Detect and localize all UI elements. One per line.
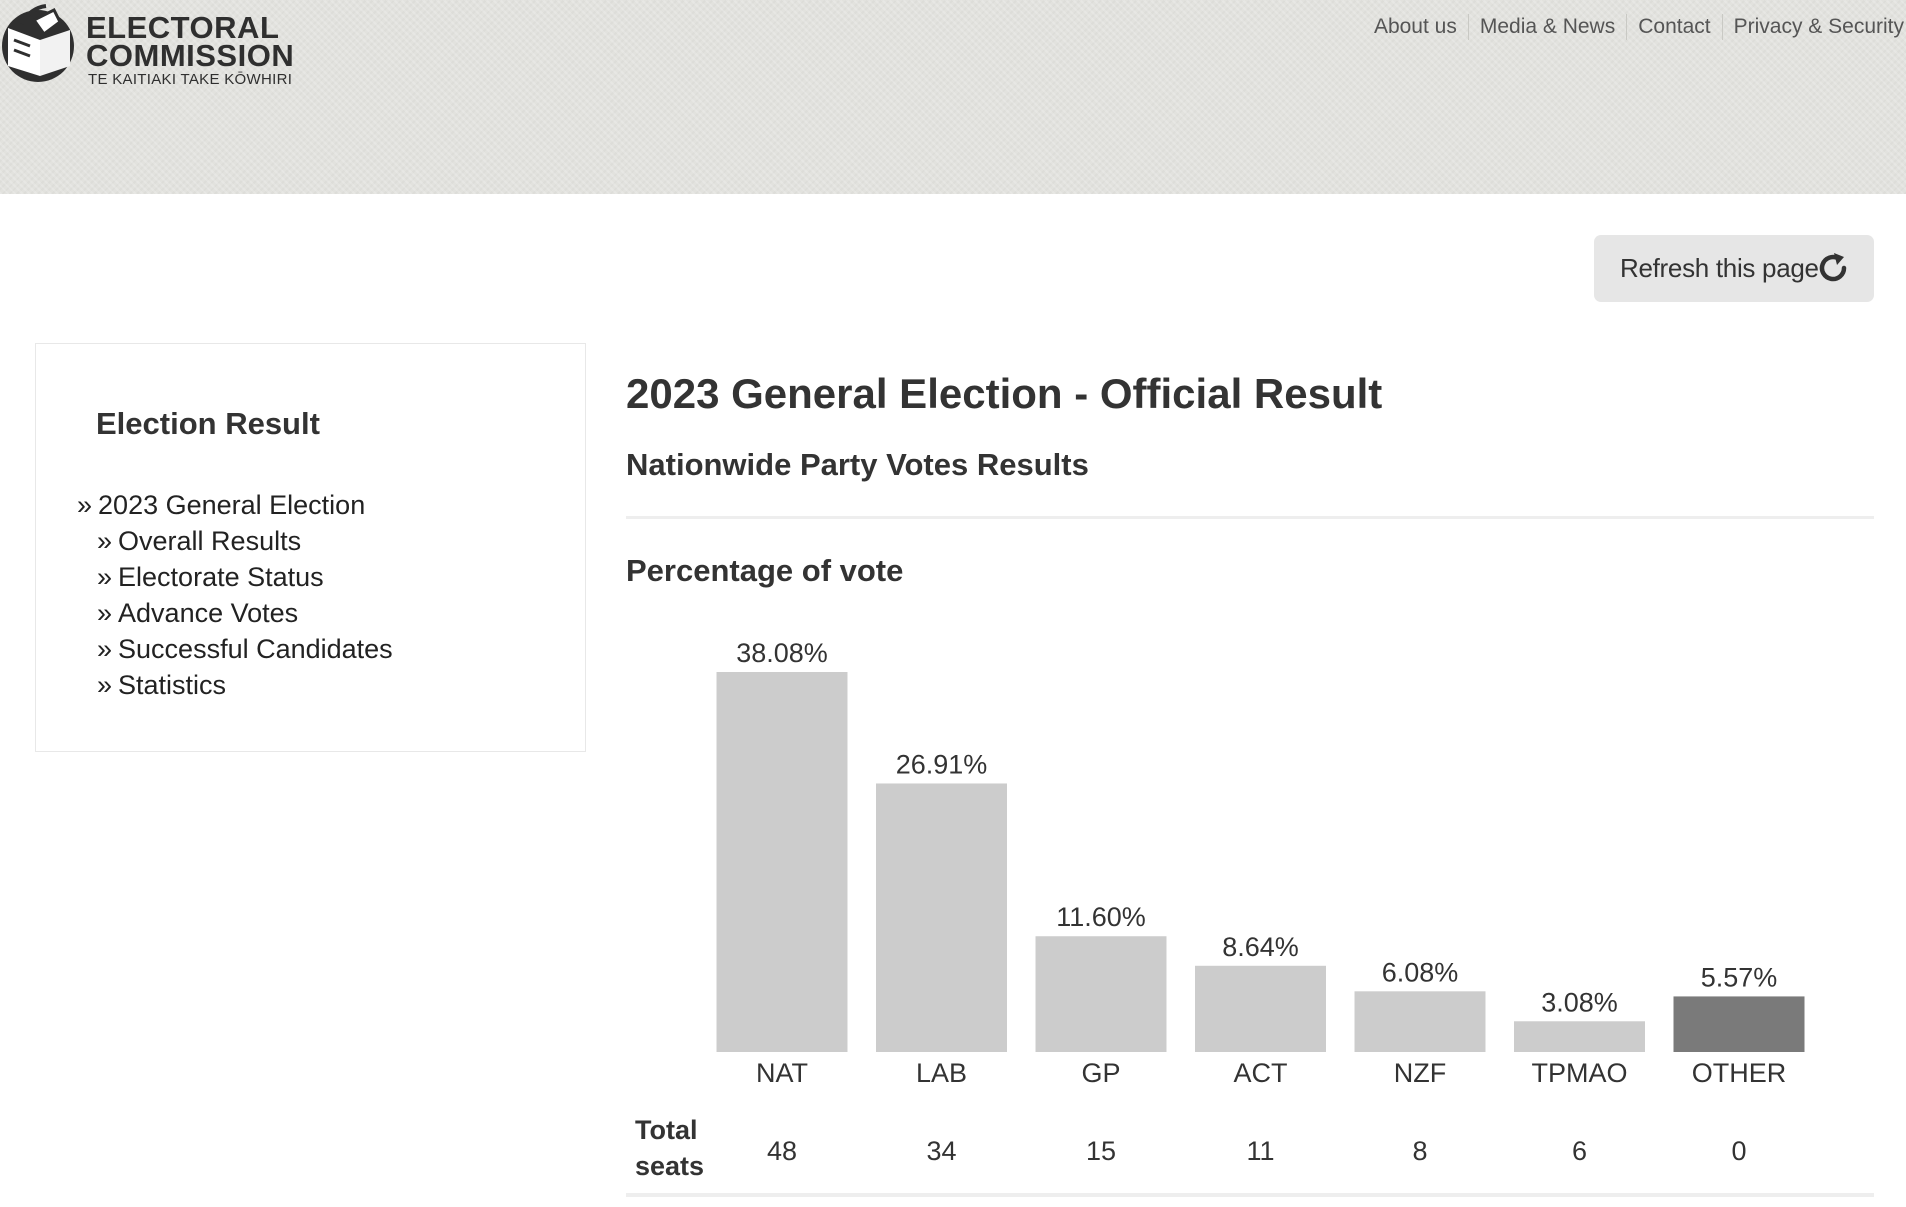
bar-value-label: 26.91% xyxy=(896,749,988,779)
bar-value-label: 5.57% xyxy=(1701,962,1778,992)
sidebar-title: Election Result xyxy=(96,406,320,441)
sidebar-item-overall-results[interactable]: » Overall Results xyxy=(36,523,585,559)
category-label: OTHER xyxy=(1692,1058,1787,1088)
total-seats-label: Total seats xyxy=(635,1112,704,1184)
category-label: NZF xyxy=(1394,1058,1446,1088)
nav-privacy-security[interactable]: Privacy & Security xyxy=(1721,14,1906,40)
nav-media-news[interactable]: Media & News xyxy=(1467,14,1626,40)
sidebar-item-label[interactable]: 2023 General Election xyxy=(98,490,366,520)
bar-value-label: 8.64% xyxy=(1222,932,1299,962)
chevron-icon: » xyxy=(97,634,113,664)
category-label: NAT xyxy=(756,1058,808,1088)
section-divider xyxy=(626,516,1874,519)
seat-count-lab: 34 xyxy=(926,1136,957,1166)
seat-count-nat: 48 xyxy=(766,1136,798,1166)
bar-value-label: 3.08% xyxy=(1541,987,1618,1017)
sidebar: Election Result » 2023 General Election »… xyxy=(35,343,586,752)
bar-nat xyxy=(716,672,848,1052)
chevron-icon: » xyxy=(97,562,113,592)
sidebar-item-statistics[interactable]: » Statistics xyxy=(36,667,585,703)
chevron-icon: » xyxy=(97,526,113,556)
nav-about-us[interactable]: About us xyxy=(1373,15,1457,38)
total-seats-label-line1: Total xyxy=(635,1115,698,1145)
sidebar-item-label[interactable]: Advance Votes xyxy=(118,598,299,628)
sidebar-item-advance-votes[interactable]: » Advance Votes xyxy=(36,595,585,631)
bar-value-label: 6.08% xyxy=(1382,957,1459,987)
sidebar-item-2023-general-election[interactable]: » 2023 General Election xyxy=(36,487,585,523)
bar-tpmao xyxy=(1514,1021,1645,1052)
seat-count-nzf: 8 xyxy=(1412,1136,1428,1166)
sidebar-menu: » 2023 General Election » Overall Results … xyxy=(36,487,585,703)
table-bottom-divider xyxy=(626,1193,1874,1197)
seat-count-gp: 15 xyxy=(1085,1136,1117,1166)
bar-value-label: 38.08% xyxy=(736,638,828,668)
sidebar-item-label[interactable]: Electorate Status xyxy=(118,562,324,592)
vote-percentage-chart: 38.08% NAT 26.91% LAB 11.60% GP 8.64% ACT 6.08% N… xyxy=(716,638,1805,1088)
category-label: TPMAO xyxy=(1531,1058,1627,1088)
sidebar-item-label[interactable]: Overall Results xyxy=(118,526,302,556)
logo-text-line2: COMMISSION xyxy=(86,38,295,73)
chart-title: Percentage of vote xyxy=(626,553,904,588)
chevron-icon: » xyxy=(77,490,93,520)
logo-text-line3: TE KAITIAKI TAKE KŌWHIRI xyxy=(88,71,293,88)
total-seats-row: 48 34 15 11 8 6 0 xyxy=(626,1133,1874,1169)
category-label: GP xyxy=(1081,1058,1120,1088)
seat-count-tpmao: 6 xyxy=(1571,1136,1588,1166)
seat-count-other: 0 xyxy=(1731,1136,1747,1166)
electoral-commission-logo[interactable]: ELECTORAL COMMISSION TE KAITIAKI TAKE KŌ… xyxy=(0,0,320,96)
refresh-page-button[interactable]: Refresh this page xyxy=(1594,235,1874,302)
sidebar-item-label[interactable]: Statistics xyxy=(118,670,227,700)
bar-nzf xyxy=(1354,991,1486,1052)
page-title: 2023 General Election - Official Result xyxy=(626,370,1383,417)
sidebar-item-successful-candidates[interactable]: » Successful Candidates xyxy=(36,631,585,667)
refresh-icon xyxy=(1819,253,1847,282)
chevron-icon: » xyxy=(97,598,113,628)
refresh-page-label: Refresh this page xyxy=(1620,253,1819,283)
sidebar-item-electorate-status[interactable]: » Electorate Status xyxy=(36,559,585,595)
section-title: Nationwide Party Votes Results xyxy=(626,447,1089,482)
bar-gp xyxy=(1035,936,1167,1052)
bar-value-label: 11.60% xyxy=(1056,902,1146,932)
site-header: ELECTORAL COMMISSION TE KAITIAKI TAKE KŌ… xyxy=(0,0,1906,194)
logo-mark-icon xyxy=(2,4,74,82)
category-label: LAB xyxy=(916,1058,967,1088)
nav-contact[interactable]: Contact xyxy=(1626,14,1721,40)
chevron-icon: » xyxy=(97,670,113,700)
total-seats-label-line2: seats xyxy=(635,1151,705,1181)
bar-lab xyxy=(876,783,1007,1052)
logo-text-line1: ELECTORAL xyxy=(86,10,280,45)
bar-act xyxy=(1195,965,1326,1052)
sidebar-item-label[interactable]: Successful Candidates xyxy=(118,634,393,664)
seat-count-act: 11 xyxy=(1246,1136,1275,1166)
bar-other xyxy=(1673,996,1805,1052)
top-navigation: About us Media & News Contact Privacy & … xyxy=(1363,14,1906,40)
category-label: ACT xyxy=(1234,1058,1288,1088)
